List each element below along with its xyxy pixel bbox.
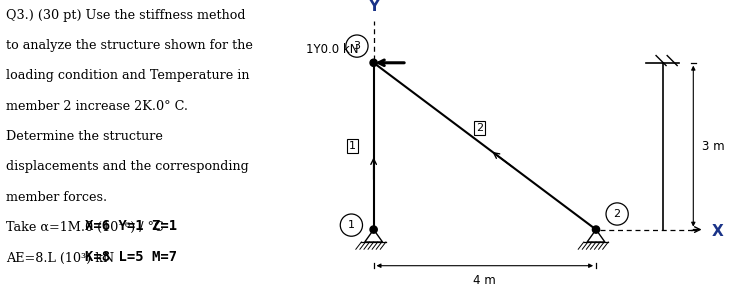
Text: 1: 1: [349, 141, 356, 151]
Text: displacements and the corresponding: displacements and the corresponding: [6, 160, 249, 174]
Text: loading condition and Temperature in: loading condition and Temperature in: [6, 69, 250, 82]
Circle shape: [370, 226, 377, 233]
Text: 4 m: 4 m: [473, 274, 496, 284]
Text: Y: Y: [368, 0, 379, 14]
Circle shape: [370, 59, 377, 66]
Text: 3: 3: [354, 41, 360, 51]
Text: AE=8.L (10³) kN: AE=8.L (10³) kN: [6, 252, 115, 265]
Text: 1Y0.0 kN: 1Y0.0 kN: [306, 43, 358, 56]
Text: Take α=1M.0 (10⁻⁶) / °C: Take α=1M.0 (10⁻⁶) / °C: [6, 221, 164, 234]
Text: to analyze the structure shown for the: to analyze the structure shown for the: [6, 39, 253, 52]
Text: Q3.) (30 pt) Use the stiffness method: Q3.) (30 pt) Use the stiffness method: [6, 9, 245, 22]
Text: 2: 2: [614, 209, 620, 219]
Text: X: X: [711, 224, 723, 239]
Text: member forces.: member forces.: [6, 191, 107, 204]
Circle shape: [592, 226, 600, 233]
Text: 3 m: 3 m: [702, 140, 724, 153]
Text: Determine the structure: Determine the structure: [6, 130, 163, 143]
Text: member 2 increase 2K.0° C.: member 2 increase 2K.0° C.: [6, 100, 188, 113]
Text: K=8 L=5 M=7: K=8 L=5 M=7: [85, 250, 178, 264]
Text: 1: 1: [348, 220, 355, 230]
Text: 2: 2: [476, 123, 483, 133]
Text: X=6 Y=1 Z=1: X=6 Y=1 Z=1: [85, 219, 178, 233]
